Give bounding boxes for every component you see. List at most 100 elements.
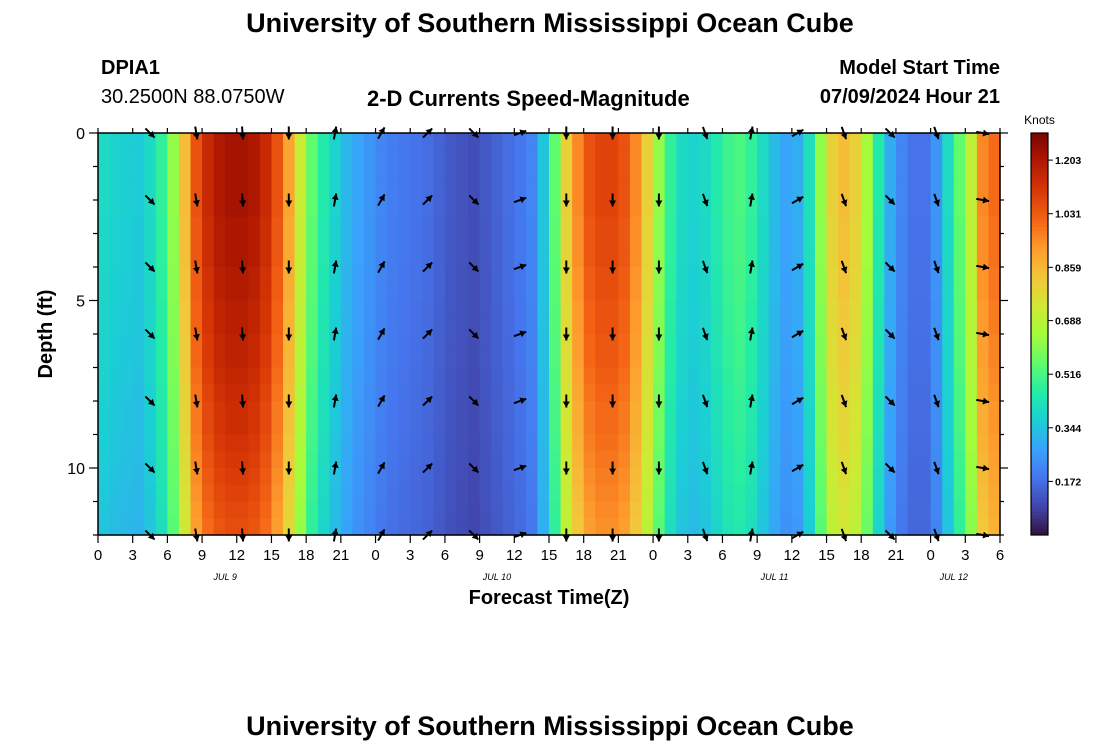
heatmap-cell bbox=[618, 149, 631, 168]
heatmap-cell bbox=[190, 200, 203, 218]
colorbar-tick-label: 0.688 bbox=[1055, 316, 1081, 328]
heatmap-cell bbox=[907, 384, 920, 402]
heatmap-cell bbox=[722, 200, 735, 218]
heatmap-cell bbox=[109, 283, 122, 302]
heatmap-cell bbox=[606, 468, 619, 486]
heatmap-cell bbox=[710, 434, 724, 452]
colorbar-swatch bbox=[1031, 374, 1048, 379]
heatmap-cell bbox=[248, 133, 261, 151]
heatmap-cell bbox=[375, 484, 388, 503]
heatmap-cell bbox=[132, 317, 145, 335]
heatmap-cell bbox=[895, 183, 909, 201]
arrow-head bbox=[840, 199, 848, 207]
heatmap-cell bbox=[410, 434, 423, 452]
arrow-head bbox=[933, 199, 940, 207]
heatmap-cell bbox=[352, 250, 365, 268]
colorbar-swatch bbox=[1031, 508, 1048, 513]
heatmap-cell bbox=[895, 417, 909, 436]
heatmap-cell bbox=[259, 267, 273, 285]
heatmap-cell bbox=[710, 367, 724, 385]
heatmap-cell bbox=[699, 149, 712, 168]
heatmap-cell bbox=[167, 401, 180, 419]
heatmap-cell bbox=[710, 149, 724, 168]
colorbar-swatch bbox=[1031, 461, 1048, 466]
heatmap-cell bbox=[294, 133, 307, 151]
heatmap-cell bbox=[410, 484, 423, 503]
heatmap-cell bbox=[340, 166, 354, 184]
heatmap-cell bbox=[976, 501, 990, 519]
heatmap-cell bbox=[190, 484, 203, 503]
heatmap-cell bbox=[225, 484, 238, 503]
heatmap-cell bbox=[803, 317, 816, 335]
heatmap-cell bbox=[664, 283, 677, 302]
heatmap-cell bbox=[676, 401, 689, 419]
heatmap-cell bbox=[248, 350, 261, 369]
heatmap-cell bbox=[144, 149, 157, 168]
heatmap-cell bbox=[595, 166, 608, 184]
heatmap-cell bbox=[468, 300, 481, 318]
heatmap-cell bbox=[838, 166, 851, 184]
heatmap-cell bbox=[225, 283, 238, 302]
arrow-head bbox=[378, 194, 385, 202]
arrow-head bbox=[933, 266, 940, 274]
x-tick-label: 3 bbox=[684, 547, 692, 564]
heatmap-cell bbox=[814, 468, 828, 486]
colorbar-swatch bbox=[1031, 401, 1048, 405]
heatmap-cell bbox=[757, 484, 770, 503]
heatmap-cell bbox=[132, 401, 145, 419]
heatmap-cell bbox=[352, 518, 365, 536]
heatmap-cell bbox=[398, 166, 411, 184]
heatmap-cell bbox=[849, 183, 862, 201]
heatmap-cell bbox=[641, 468, 654, 486]
heatmap-cell bbox=[178, 434, 192, 452]
heatmap-cell bbox=[560, 200, 573, 218]
heatmap-cell bbox=[838, 417, 851, 436]
heatmap-cell bbox=[525, 350, 539, 369]
heatmap-cell bbox=[780, 518, 793, 536]
heatmap-cell bbox=[306, 133, 319, 151]
heatmap-cell bbox=[109, 468, 122, 486]
current-arrow bbox=[513, 196, 527, 204]
heatmap-cell bbox=[849, 434, 862, 452]
heatmap-cell bbox=[352, 468, 365, 486]
heatmap-cell bbox=[988, 468, 1001, 486]
heatmap-cell bbox=[329, 350, 342, 369]
heatmap-cell bbox=[167, 334, 180, 352]
heatmap-cell bbox=[641, 267, 654, 285]
colorbar-swatch bbox=[1031, 380, 1048, 385]
current-arrow bbox=[144, 261, 156, 273]
heatmap-cell bbox=[572, 250, 585, 268]
heatmap-cell bbox=[433, 300, 446, 318]
heatmap-cell bbox=[375, 166, 388, 184]
heatmap-cell bbox=[132, 468, 145, 486]
arrow-head bbox=[239, 267, 247, 274]
heatmap-cell bbox=[699, 451, 712, 469]
heatmap-cell bbox=[259, 233, 273, 251]
heatmap-cell bbox=[768, 350, 781, 369]
colorbar-swatch bbox=[1031, 397, 1048, 402]
current-arrow bbox=[468, 194, 480, 206]
current-arrow bbox=[331, 461, 339, 475]
heatmap-cell bbox=[109, 484, 122, 503]
heatmap-cell bbox=[687, 367, 700, 385]
heatmap-cell bbox=[965, 451, 978, 469]
heatmap-cell bbox=[306, 518, 319, 536]
heatmap-cell bbox=[144, 518, 157, 536]
heatmap-cell bbox=[248, 183, 261, 201]
current-arrow bbox=[976, 330, 990, 338]
heatmap-cell bbox=[780, 267, 793, 285]
heatmap-cell bbox=[213, 468, 226, 486]
heatmap-cell bbox=[144, 233, 157, 251]
heatmap-cell bbox=[849, 233, 862, 251]
heatmap-cell bbox=[560, 300, 573, 318]
colorbar-swatch bbox=[1031, 340, 1048, 345]
heatmap-cell bbox=[803, 434, 816, 452]
heatmap-cell bbox=[178, 367, 192, 385]
heatmap-cell bbox=[190, 300, 203, 318]
heatmap-cell bbox=[872, 350, 885, 369]
arrow-head bbox=[888, 398, 895, 406]
heatmap-cell bbox=[687, 417, 700, 436]
heatmap-cell bbox=[838, 183, 851, 201]
heatmap-cell bbox=[329, 183, 342, 201]
heatmap-cell bbox=[144, 350, 157, 369]
